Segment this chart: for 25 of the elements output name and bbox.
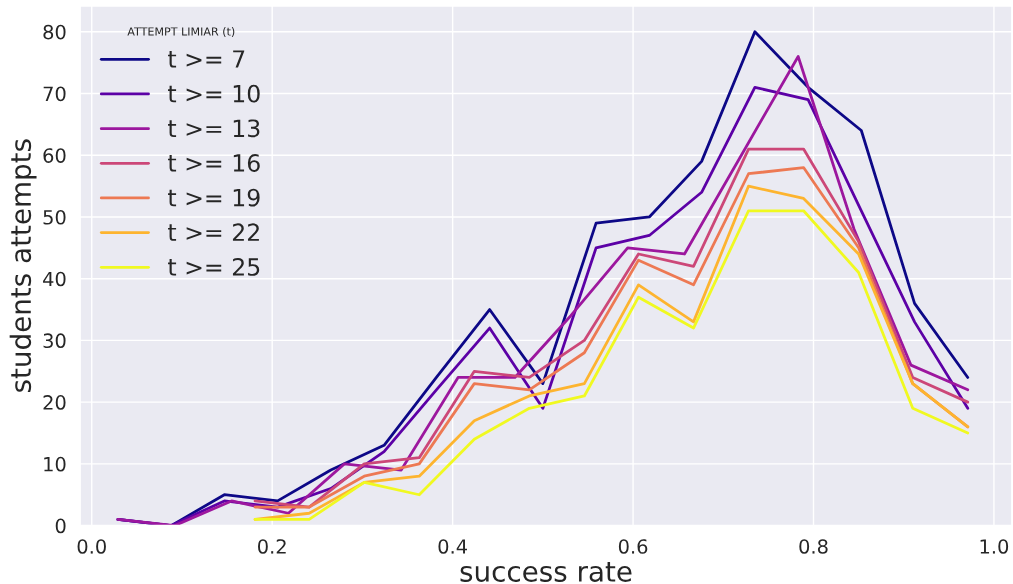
y-tick-label: 0: [55, 518, 66, 534]
legend-label: t >= 19: [168, 188, 260, 207]
y-tick-label: 30: [43, 333, 66, 349]
x-tick-label: 0.2: [258, 539, 286, 554]
legend-label: t >= 22: [168, 223, 259, 241]
x-tick-label: 0.6: [618, 539, 648, 554]
x-tick-label: 0.8: [799, 539, 828, 554]
y-tick-label: 50: [43, 209, 66, 225]
legend-label: t >= 25: [168, 258, 260, 276]
legend-title: ATTEMPT LIMIAR (t): [127, 27, 235, 37]
legend-label: t >= 10: [168, 84, 260, 103]
y-tick-label: 70: [43, 86, 66, 102]
x-tick-label: 1.0: [980, 539, 1009, 554]
y-tick-label: 20: [43, 395, 66, 410]
x-tick-label: 0.0: [77, 539, 106, 554]
legend-label: t >= 7: [168, 50, 245, 68]
x-tick-label: 0.4: [438, 539, 467, 554]
y-tick-label: 10: [44, 456, 66, 472]
y-axis-title: students attempts: [9, 139, 37, 392]
y-tick-label: 40: [43, 271, 66, 287]
y-tick-label: 60: [43, 148, 66, 163]
legend-label: t >= 16: [168, 154, 260, 172]
x-axis-title: success rate: [460, 561, 632, 582]
legend-label: t >= 13: [168, 119, 260, 138]
y-tick-label: 80: [43, 24, 66, 40]
